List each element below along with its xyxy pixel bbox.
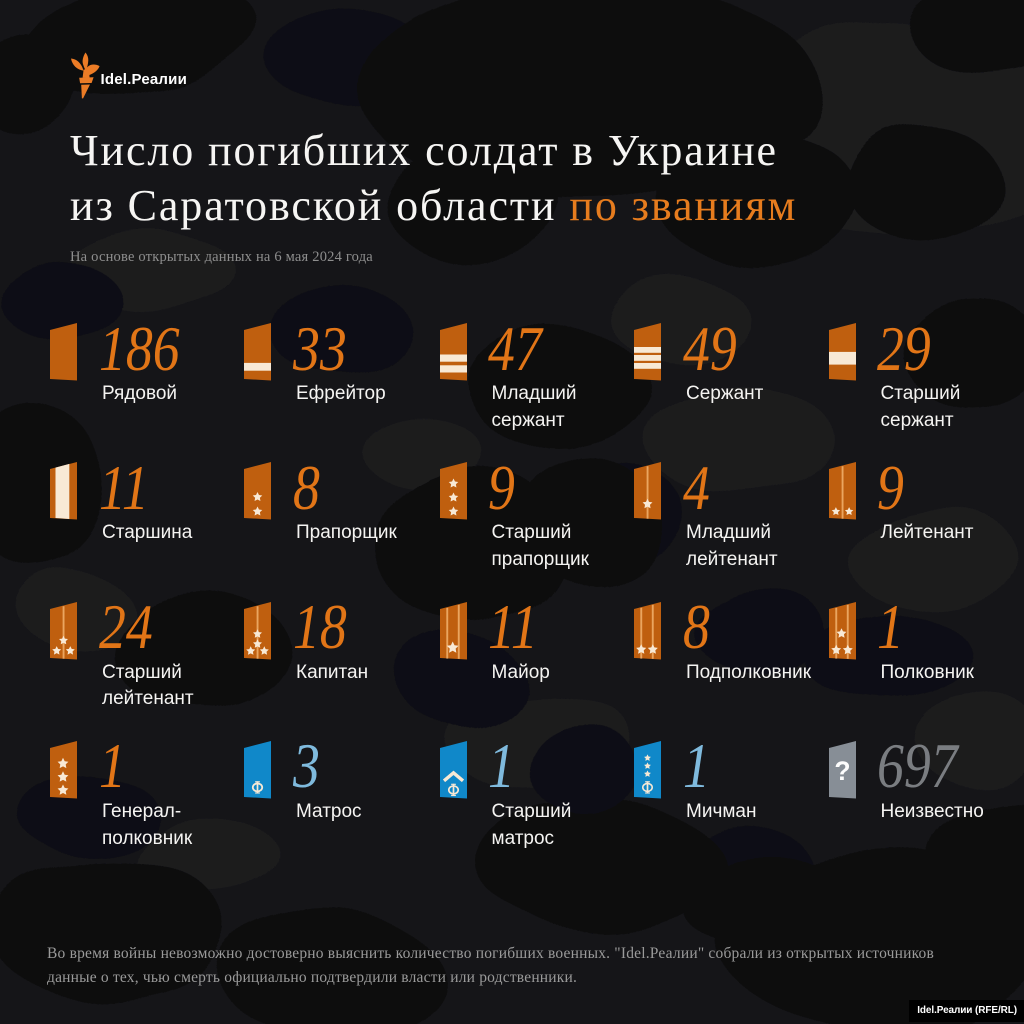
svg-text:?: ?	[834, 756, 850, 786]
